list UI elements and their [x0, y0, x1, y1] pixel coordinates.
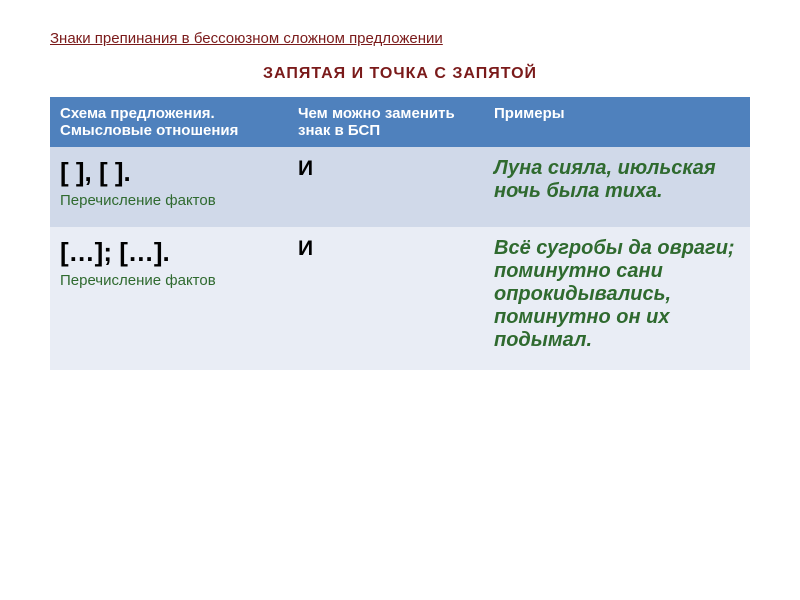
replace-text: И: [298, 237, 313, 260]
cell-replace: И: [288, 147, 484, 227]
punctuation-table: Схема предложения. Смысловые отношения Ч…: [50, 97, 750, 370]
cell-example: Всё сугробы да овраги; поминутно сани оп…: [484, 227, 750, 370]
table-row: [ ], [ ]. Перечисление фактов И Луна сия…: [50, 147, 750, 227]
col-header-replace: Чем можно заменить знак в БСП: [288, 97, 484, 147]
page-title-2: ЗАПЯТАЯ И ТОЧКА С ЗАПЯТОЙ: [50, 65, 750, 83]
cell-example: Луна сияла, июльская ночь была тиха.: [484, 147, 750, 227]
example-text: Луна сияла, июльская ночь была тиха.: [494, 157, 716, 202]
replace-text: И: [298, 157, 313, 180]
cell-schema: […]; […]. Перечисление фактов: [50, 227, 288, 370]
schema-pattern: […]; […].: [60, 237, 278, 268]
schema-pattern: [ ], [ ].: [60, 157, 278, 188]
page-title-1: Знаки препинания в бессоюзном сложном пр…: [50, 30, 750, 47]
table-header-row: Схема предложения. Смысловые отношения Ч…: [50, 97, 750, 147]
example-text: Всё сугробы да овраги; поминутно сани оп…: [494, 237, 735, 351]
schema-relation: Перечисление фактов: [60, 272, 278, 289]
cell-schema: [ ], [ ]. Перечисление фактов: [50, 147, 288, 227]
cell-replace: И: [288, 227, 484, 370]
col-header-example: Примеры: [484, 97, 750, 147]
col-header-schema: Схема предложения. Смысловые отношения: [50, 97, 288, 147]
table-row: […]; […]. Перечисление фактов И Всё сугр…: [50, 227, 750, 370]
schema-relation: Перечисление фактов: [60, 192, 278, 209]
